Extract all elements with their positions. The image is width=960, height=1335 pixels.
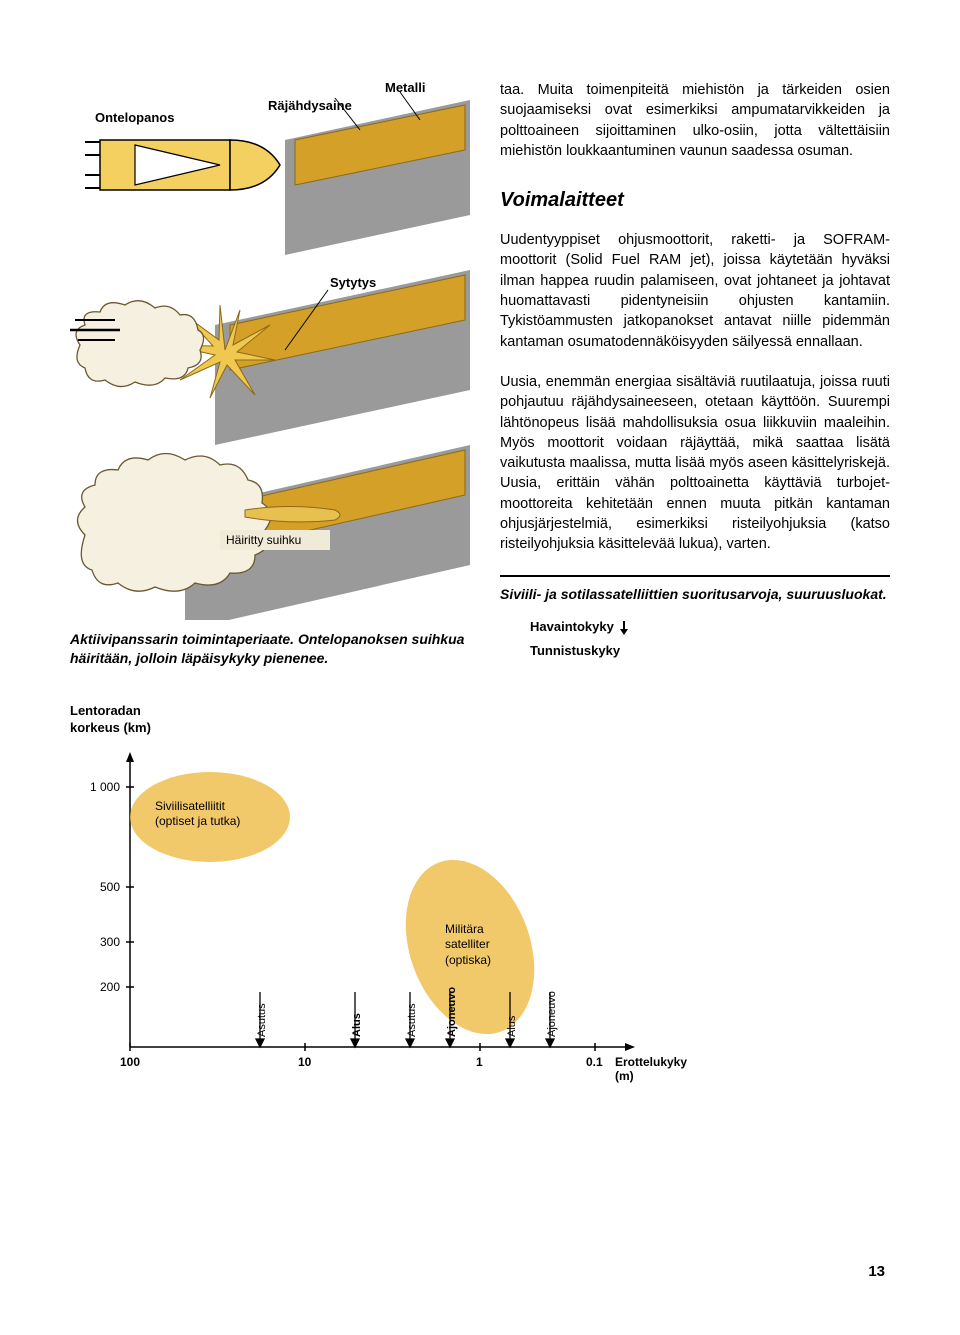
- label-metalli: Metalli: [385, 80, 425, 95]
- chart-y-axis-title: Lentoradan korkeus (km): [70, 703, 470, 737]
- vlabel-ajoneuvo2: Ajoneuvo: [546, 991, 558, 1037]
- label-rajahdysaine: Räjähdysaine: [268, 98, 352, 113]
- legend-tunnistuskyky: Tunnistuskyky: [530, 643, 890, 658]
- ytick-300: 300: [80, 935, 120, 949]
- vlabel-ajoneuvo1: Ajoneuvo: [446, 986, 458, 1036]
- x-axis-title: Erottelukyky (m): [615, 1055, 687, 1083]
- vlabel-alus2: Alus: [506, 1015, 518, 1036]
- section-title-voimalaitteet: Voimalaitteet: [500, 189, 890, 212]
- active-armor-diagram: Ontelopanos Räjähdysaine Metalli Sytytys…: [70, 80, 470, 620]
- vlabel-asutus2: Asutus: [406, 1003, 418, 1037]
- paragraph-1: Uudentyyppiset ohjusmoottorit, raketti- …: [500, 230, 890, 352]
- vlabel-asutus1: Asutus: [256, 1003, 268, 1037]
- paragraph-2: Uusia, enemmän energiaa sisältäviä ruuti…: [500, 372, 890, 555]
- legend-havaintokyky: Havaintokyky: [530, 619, 890, 636]
- intro-paragraph: taa. Muita toimenpiteitä miehistön ja tä…: [500, 80, 890, 161]
- page-number: 13: [868, 1263, 885, 1280]
- diagram1-caption: Aktiivipanssarin toimintaperiaate. Ontel…: [70, 630, 470, 668]
- blob-military-text: Militära satelliter (optiska): [445, 922, 491, 969]
- label-sytytys: Sytytys: [330, 275, 376, 290]
- label-hairitty: Häiritty suihku: [226, 533, 301, 547]
- xtick-01: 0.1: [586, 1055, 603, 1069]
- label-ontelopanos: Ontelopanos: [95, 110, 174, 125]
- satellite-chart: 1 000 500 300 200 100 10 1 0.1 Erotteluk…: [70, 747, 650, 1107]
- divider: [500, 575, 890, 577]
- chart-caption: Siviili- ja sotilassatelliittien suoritu…: [500, 585, 890, 604]
- xtick-10: 10: [298, 1055, 311, 1069]
- blob-civil-text: Siviilisatelliitit (optiset ja tutka): [155, 799, 240, 830]
- ytick-200: 200: [80, 980, 120, 994]
- vlabel-alus1: Alus: [351, 1013, 363, 1037]
- xtick-100: 100: [120, 1055, 140, 1069]
- ytick-500: 500: [80, 880, 120, 894]
- xtick-1: 1: [476, 1055, 483, 1069]
- ytick-1000: 1 000: [80, 780, 120, 794]
